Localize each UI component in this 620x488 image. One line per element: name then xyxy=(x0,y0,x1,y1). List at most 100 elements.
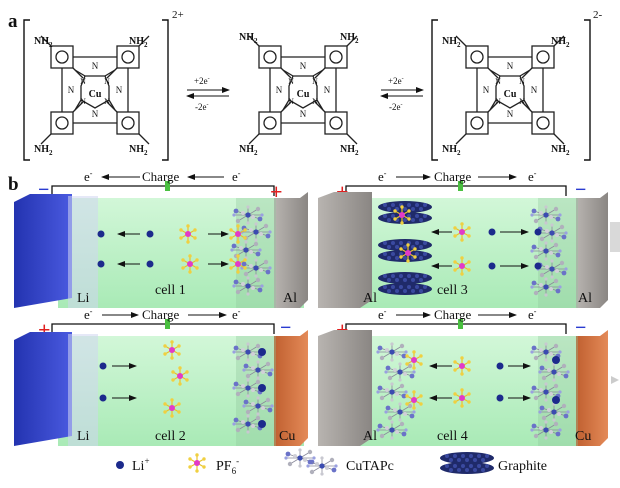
svg-text:PF6-: PF6- xyxy=(216,456,239,476)
cell-2: + − e- Charge e- Li cell 2 Cu xyxy=(14,307,308,446)
svg-text:NH2: NH2 xyxy=(129,144,148,157)
nh2-subscript: 2 xyxy=(254,149,258,157)
electron-sup: - xyxy=(384,307,387,316)
right-electrode-label: Al xyxy=(578,291,592,306)
electron-label: e xyxy=(528,169,534,184)
svg-text:NH2: NH2 xyxy=(551,36,570,49)
forward-label: +2e xyxy=(388,76,402,86)
legend-pf: PF xyxy=(216,459,232,474)
right-electrode-label: Al xyxy=(283,291,297,306)
nh2-subscript: 2 xyxy=(144,149,148,157)
svg-text:e-: e- xyxy=(232,169,241,184)
electron-sup: - xyxy=(534,169,537,178)
svg-text:NH2: NH2 xyxy=(442,36,461,49)
minus-sign: − xyxy=(38,179,49,201)
cell-name: cell 1 xyxy=(155,283,186,298)
li-ion-icon xyxy=(116,461,124,469)
cutapc-icon xyxy=(283,447,339,477)
backward-sup: - xyxy=(207,102,209,108)
charge-label: Charge xyxy=(434,169,472,184)
svg-text:NH2: NH2 xyxy=(129,36,148,49)
svg-text:e-: e- xyxy=(84,169,93,184)
nh2-label: NH xyxy=(239,32,254,43)
nh2-label: NH xyxy=(239,144,254,155)
legend: Li+ PF6- CuTAPc Graphite xyxy=(116,447,547,477)
scroll-marker xyxy=(610,222,620,252)
electron-sup: - xyxy=(90,169,93,178)
molecule-left-center: Cu xyxy=(89,89,102,100)
cu-electrode xyxy=(576,330,608,446)
molecule-middle: Cu NH2 NH2 NH2 NH2 xyxy=(239,32,359,157)
nh2-subscript: 2 xyxy=(566,149,570,157)
svg-text:NH2: NH2 xyxy=(239,32,258,45)
nh2-subscript: 2 xyxy=(49,149,53,157)
backward-label: -2e xyxy=(195,102,207,112)
legend-li: Li xyxy=(132,459,145,474)
nh2-label: NH xyxy=(34,36,49,47)
electron-sup: - xyxy=(238,169,241,178)
nh2-label: NH xyxy=(340,144,355,155)
svg-text:-2e-: -2e- xyxy=(195,102,209,112)
panel-b-label: b xyxy=(8,174,19,195)
cell-name: cell 2 xyxy=(155,429,186,444)
electron-sup: - xyxy=(534,307,537,316)
legend-graphite: Graphite xyxy=(498,459,547,474)
svg-text:Li+: Li+ xyxy=(132,456,150,474)
panel-a: a Cu 2+ NH2 NH2 NH2 NH2 +2e- -2e- Cu xyxy=(8,9,603,161)
electron-label: e xyxy=(84,307,90,322)
electron-label: e xyxy=(378,169,384,184)
electron-label: e xyxy=(378,307,384,322)
svg-text:NH2: NH2 xyxy=(340,144,359,157)
graphite-icon xyxy=(440,452,494,474)
forward-sup: - xyxy=(208,76,210,82)
nh2-subscript: 2 xyxy=(254,37,258,45)
svg-text:e-: e- xyxy=(528,307,537,322)
minus-sign: − xyxy=(575,317,586,339)
electron-label: e xyxy=(84,169,90,184)
backward-label: -2e xyxy=(389,102,401,112)
svg-text:+2e-: +2e- xyxy=(194,76,210,86)
minus-sign: − xyxy=(575,179,586,201)
svg-text:e-: e- xyxy=(232,307,241,322)
left-electrode-label: Li xyxy=(77,429,90,444)
cell-1: − + e- Charge e- Li cell 1 Al xyxy=(14,169,308,308)
left-electrode-label: Al xyxy=(363,291,377,306)
svg-text:NH2: NH2 xyxy=(34,144,53,157)
cell-name: cell 4 xyxy=(437,429,468,444)
nh2-subscript: 2 xyxy=(355,149,359,157)
nh2-label: NH xyxy=(442,36,457,47)
electron-sup: - xyxy=(384,169,387,178)
nh2-subscript: 2 xyxy=(355,37,359,45)
svg-text:+2e-: +2e- xyxy=(388,76,404,86)
nh2-label: NH xyxy=(551,36,566,47)
molecule-right-charge: 2- xyxy=(593,9,603,21)
nh2-label: NH xyxy=(340,32,355,43)
svg-text:e-: e- xyxy=(528,169,537,184)
charge-label: Charge xyxy=(434,307,472,322)
al-electrode xyxy=(576,192,608,308)
electron-sup: - xyxy=(90,307,93,316)
legend-li-sup: + xyxy=(144,456,149,466)
svg-text:e-: e- xyxy=(84,307,93,322)
al-electrode xyxy=(318,192,372,308)
cell-3: + − e- Charge e- Al cell 3 Al xyxy=(318,169,608,308)
svg-text:NH2: NH2 xyxy=(340,32,359,45)
side-arrow-icon xyxy=(611,376,619,384)
nh2-label: NH xyxy=(129,36,144,47)
backward-sup: - xyxy=(401,102,403,108)
panel-a-label: a xyxy=(8,11,18,32)
li-electrode xyxy=(14,332,72,446)
electron-sup: - xyxy=(238,307,241,316)
redox-arrow-1: +2e- -2e- xyxy=(186,76,230,112)
legend-pf-sup: - xyxy=(236,456,239,466)
molecule-right-center: Cu xyxy=(504,89,517,100)
pf6-icon xyxy=(187,452,207,474)
svg-text:NH2: NH2 xyxy=(442,144,461,157)
al-electrode xyxy=(274,192,308,308)
left-electrode-label: Al xyxy=(363,429,377,444)
li-electrode xyxy=(14,194,72,308)
nh2-subscript: 2 xyxy=(566,41,570,49)
molecule-left-charge: 2+ xyxy=(172,9,184,21)
svg-text:e-: e- xyxy=(378,307,387,322)
